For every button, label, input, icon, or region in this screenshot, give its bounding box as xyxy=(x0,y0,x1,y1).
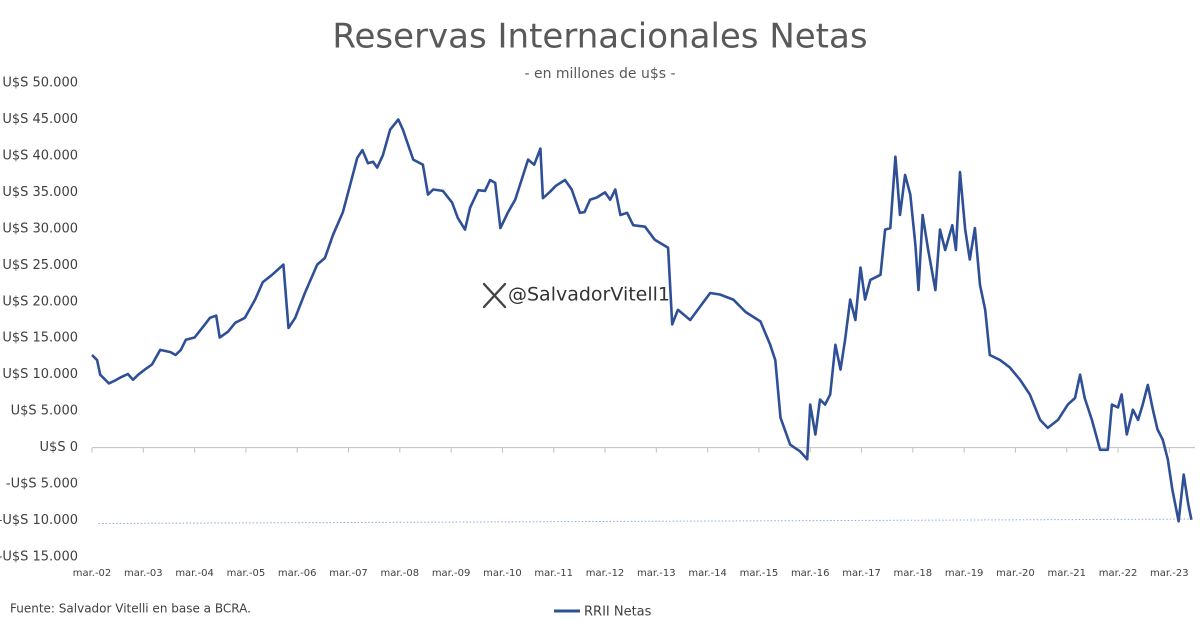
x-tick-label: mar.-06 xyxy=(278,568,317,579)
x-tick-label: mar.-16 xyxy=(791,568,830,579)
y-tick-label: U$S 35.000 xyxy=(2,185,78,200)
watermark: @SalvadorVitell1 xyxy=(508,284,670,306)
x-tick-label: mar.-07 xyxy=(329,568,368,579)
x-tick-label: mar.-03 xyxy=(124,568,163,579)
x-tick-label: mar.-13 xyxy=(637,568,676,579)
series-line xyxy=(91,118,1193,523)
x-tick-label: mar.-05 xyxy=(227,568,266,579)
y-tick-label: U$S 0 xyxy=(40,440,78,455)
x-tick-label: mar.-04 xyxy=(175,568,214,579)
y-tick-label: -U$S 10.000 xyxy=(0,513,78,528)
x-tick-label: mar.-15 xyxy=(740,568,779,579)
x-tick-label: mar.-20 xyxy=(996,568,1035,579)
y-tick-label: -U$S 5.000 xyxy=(6,477,78,492)
x-tick-label: mar.-17 xyxy=(842,568,881,579)
y-tick-label: U$S 5.000 xyxy=(11,404,78,419)
y-tick-label: U$S 10.000 xyxy=(2,367,78,382)
y-tick-label: -U$S 15.000 xyxy=(0,550,78,565)
x-tick-label: mar.-10 xyxy=(483,568,522,579)
x-tick-label: mar.-11 xyxy=(534,568,573,579)
chart-subtitle: - en millones de u$s - xyxy=(524,66,675,82)
y-tick-label: U$S 40.000 xyxy=(2,148,78,163)
x-tick-label: mar.-08 xyxy=(381,568,420,579)
y-tick-label: U$S 25.000 xyxy=(2,258,78,273)
x-tick-label: mar.-09 xyxy=(432,568,471,579)
x-tick-label: mar.-19 xyxy=(945,568,984,579)
chart-title: Reservas Internacionales Netas xyxy=(332,17,867,57)
x-tick-label: mar.-02 xyxy=(73,568,112,579)
x-tick-label: mar.-23 xyxy=(1150,568,1189,579)
y-tick-label: U$S 15.000 xyxy=(2,331,78,346)
y-tick-label: U$S 30.000 xyxy=(2,221,78,236)
reference-line xyxy=(98,518,1192,524)
x-tick-label: mar.-14 xyxy=(688,568,727,579)
y-tick-label: U$S 50.000 xyxy=(2,76,78,91)
watermark-logo xyxy=(482,282,507,309)
source-note: Fuente: Salvador Vitelli en base a BCRA. xyxy=(10,602,251,616)
x-tick-label: mar.-18 xyxy=(894,568,933,579)
x-tick-label: mar.-22 xyxy=(1099,568,1138,579)
x-tick-label: mar.-12 xyxy=(586,568,625,579)
y-tick-label: U$S 20.000 xyxy=(2,294,78,309)
x-tick-label: mar.-21 xyxy=(1047,568,1086,579)
y-tick-label: U$S 45.000 xyxy=(2,112,78,127)
legend-label: RRII Netas xyxy=(584,605,652,620)
